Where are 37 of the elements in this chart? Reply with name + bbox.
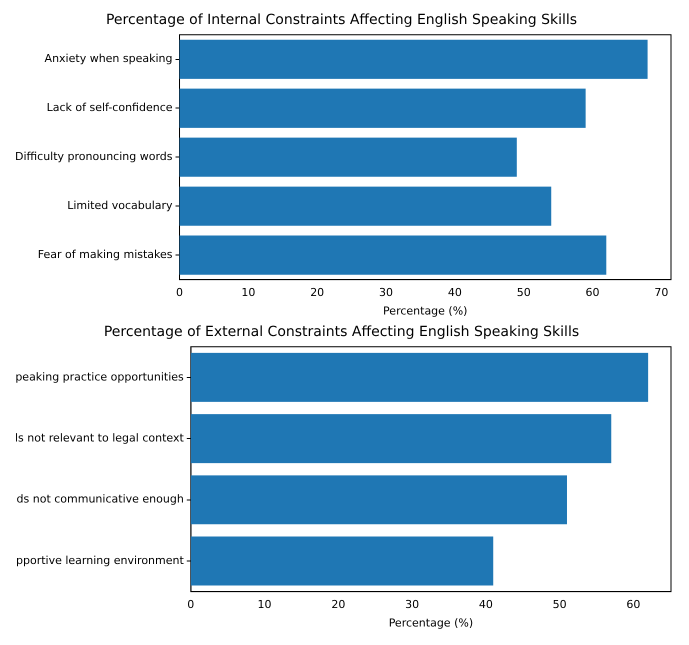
bar [180, 138, 517, 177]
x-tick-label: 20 [310, 286, 324, 300]
bar [190, 536, 494, 586]
x-tick-label: 10 [258, 598, 272, 612]
bar [190, 475, 567, 524]
y-tick-label: Difficulty pronouncing words [14, 150, 173, 164]
bar [180, 40, 648, 79]
y-tick-label: pportive learning environment [16, 554, 184, 567]
y-tick-label: Fear of making mistakes [38, 248, 173, 261]
x-axis-title: Percentage (%) [388, 616, 474, 630]
x-tick-label: 0 [176, 286, 184, 300]
y-tick-label: Lack of self-confidence [46, 101, 173, 114]
y-tick-label: ls not relevant to legal context [14, 431, 184, 444]
x-axis-title: Percentage (%) [383, 304, 468, 318]
x-tick-label: 50 [552, 598, 567, 612]
bar [180, 88, 586, 128]
x-tick-label: 0 [187, 598, 194, 612]
x-tick-label: 30 [405, 598, 420, 612]
x-tick-label: 70 [654, 286, 668, 300]
x-tick-label: 20 [331, 598, 346, 612]
x-tick-label: 40 [448, 286, 462, 300]
bar [180, 236, 606, 275]
x-tick-label: 40 [478, 598, 493, 612]
x-tick-label: 10 [241, 286, 256, 300]
y-tick-label: Anxiety when speaking [44, 52, 173, 66]
y-tick-label: ds not communicative enough [16, 492, 184, 506]
y-tick-label: Limited vocabulary [67, 199, 174, 212]
bar [180, 186, 552, 226]
x-tick-label: 50 [516, 286, 531, 300]
bar [190, 352, 648, 402]
chart-title: Percentage of Internal Constraints Affecting English Speaking Skills [106, 12, 578, 28]
chart-title: Percentage of External Constraints Affecting English Speaking Skills [104, 324, 580, 340]
y-tick-label: peaking practice opportunities [15, 370, 184, 384]
bar [190, 414, 612, 464]
x-tick-label: 60 [586, 286, 600, 300]
x-tick-label: 30 [379, 286, 394, 300]
x-tick-label: 60 [626, 598, 640, 612]
